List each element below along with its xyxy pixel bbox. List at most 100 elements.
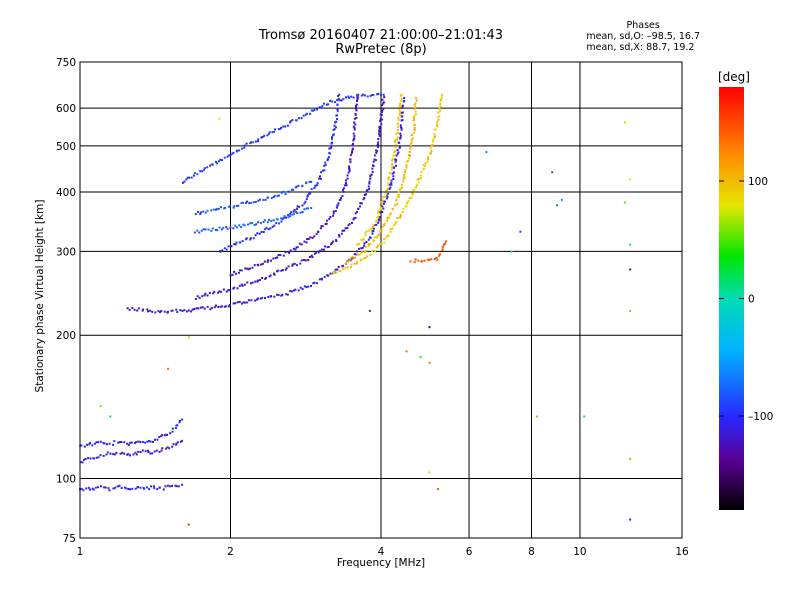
data-point: [368, 229, 371, 232]
data-point: [319, 177, 322, 180]
data-point: [169, 432, 172, 435]
data-point: [325, 219, 328, 222]
data-point: [375, 151, 378, 154]
data-point: [378, 208, 381, 211]
colorbar-tick-label: 100: [748, 176, 768, 188]
data-point: [229, 153, 232, 156]
data-point: [267, 228, 270, 231]
data-point: [365, 193, 368, 196]
data-point: [353, 253, 356, 256]
data-point: [92, 488, 95, 491]
data-point: [336, 204, 339, 207]
data-point: [380, 113, 383, 116]
data-point: [151, 452, 154, 455]
data-point: [389, 228, 392, 231]
y-tick-label: 750: [56, 57, 76, 69]
data-point: [194, 297, 197, 300]
data-point: [390, 182, 393, 185]
data-point: [203, 307, 206, 310]
data-point: [379, 206, 382, 209]
data-point: [241, 240, 244, 243]
data-point: [382, 196, 385, 199]
data-point: [353, 262, 356, 265]
data-point: [225, 305, 228, 308]
data-point: [394, 204, 397, 207]
data-point: [263, 260, 266, 263]
data-point: [381, 211, 384, 214]
data-point: [151, 310, 154, 313]
data-point: [366, 189, 369, 192]
data-point: [330, 138, 333, 141]
data-point: [320, 171, 323, 174]
data-point: [320, 225, 323, 228]
data-point: [108, 489, 111, 492]
data-point: [286, 190, 289, 193]
data-point: [417, 181, 420, 184]
data-point: [372, 239, 375, 242]
data-point: [139, 486, 142, 489]
data-point: [159, 311, 162, 314]
data-point: [356, 98, 359, 101]
data-point: [311, 236, 314, 239]
data-point: [168, 447, 171, 450]
data-point: [347, 224, 350, 227]
data-point: [254, 299, 257, 302]
data-point: [363, 193, 366, 196]
data-point: [225, 248, 228, 251]
data-point: [345, 184, 348, 187]
data-point: [383, 224, 386, 227]
data-point: [316, 184, 319, 187]
data-point: [227, 305, 230, 308]
data-point: [276, 293, 279, 296]
data-point: [399, 134, 402, 137]
data-point: [395, 198, 398, 201]
data-point: [329, 146, 332, 149]
data-point: [144, 450, 147, 453]
data-point: [307, 238, 310, 241]
data-point: [341, 195, 344, 198]
data-point: [350, 151, 353, 154]
data-point: [629, 309, 632, 312]
data-point: [134, 487, 137, 490]
data-point: [381, 104, 384, 107]
data-point: [432, 138, 435, 141]
data-point: [284, 251, 287, 254]
data-point: [409, 154, 412, 157]
data-point: [256, 232, 259, 235]
data-point: [295, 185, 298, 188]
data-point: [376, 246, 379, 249]
data-point: [437, 118, 440, 121]
x-tick-label: 8: [528, 546, 535, 558]
data-point: [246, 267, 249, 270]
data-point: [215, 208, 218, 211]
data-point: [146, 486, 149, 489]
data-point: [404, 170, 407, 173]
data-point: [286, 293, 289, 296]
data-point: [355, 210, 358, 213]
data-point: [312, 282, 315, 285]
data-point: [269, 274, 272, 277]
data-point: [348, 170, 351, 173]
data-point: [264, 198, 267, 201]
data-point: [306, 195, 309, 198]
data-point: [314, 185, 317, 188]
data-point: [233, 270, 236, 273]
data-point: [332, 212, 335, 215]
data-point: [352, 96, 355, 99]
data-point: [188, 176, 191, 179]
data-point: [216, 162, 219, 165]
data-point: [244, 267, 247, 270]
data-point: [300, 259, 303, 262]
data-point: [404, 169, 407, 172]
y-tick-label: 100: [56, 474, 76, 486]
data-point: [354, 123, 357, 126]
data-point: [160, 449, 163, 452]
data-point: [297, 117, 300, 120]
data-point: [423, 259, 426, 262]
data-point: [204, 292, 207, 295]
data-point: [230, 245, 233, 248]
data-point: [265, 276, 268, 279]
data-point: [89, 488, 92, 491]
data-point: [402, 180, 405, 183]
data-point: [258, 232, 261, 235]
